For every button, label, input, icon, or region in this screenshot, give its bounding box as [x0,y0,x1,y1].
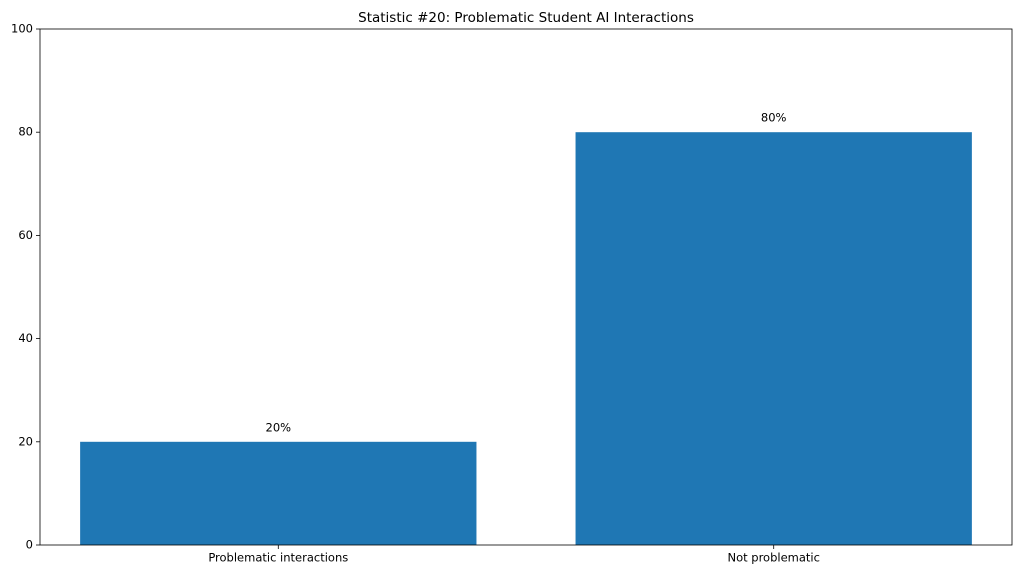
bar [80,441,477,545]
value-label: 80% [761,111,787,125]
y-tick-label: 40 [18,331,33,345]
chart-title: Statistic #20: Problematic Student AI In… [358,10,694,26]
y-tick-label: 80 [18,125,33,139]
value-label: 20% [266,420,292,434]
y-tick-label: 20 [18,434,33,448]
y-tick-label: 0 [26,538,33,552]
x-tick-label: Not problematic [727,551,819,565]
y-tick-label: 60 [18,228,33,242]
y-tick-label: 100 [11,22,33,36]
x-tick-label: Problematic interactions [208,551,348,565]
bar [575,132,972,545]
axes-frame [39,28,1013,546]
